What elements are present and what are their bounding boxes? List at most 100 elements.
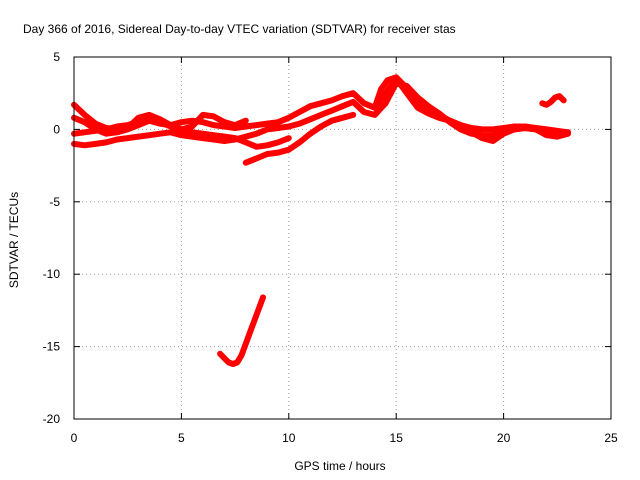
data-point [92,141,99,147]
data-point [146,112,152,118]
series-track-2 [71,80,571,149]
data-point [157,131,163,137]
data-point [318,100,324,106]
data-point [490,126,496,132]
data-point [458,122,464,128]
data-point [350,112,356,118]
x-tick-label: 20 [497,431,511,445]
data-point [286,115,292,121]
data-point [82,119,88,125]
data-point [211,113,217,119]
data-point [339,93,346,99]
data-point [372,112,378,118]
data-point [552,94,558,101]
data-point [522,125,528,131]
data-point [168,129,174,135]
series-track-6 [371,74,571,144]
data-point [286,147,292,153]
data-point [361,100,367,106]
y-tick-label: 0 [53,122,60,136]
y-tick-label: 5 [53,50,60,64]
series-layer [71,74,571,367]
data-point [548,99,554,105]
data-point [275,119,281,125]
data-point [286,123,292,130]
data-point [296,139,303,145]
plot-frame [73,56,612,420]
y-tick-label: -20 [43,412,61,426]
y-tick-label: -15 [43,340,61,354]
data-point [385,77,391,83]
data-point [329,108,335,114]
data-point [114,136,120,143]
data-point [103,139,109,145]
data-point [92,126,99,132]
data-point [410,94,416,101]
data-point [264,121,270,127]
data-point [318,123,324,130]
data-point [554,134,560,140]
data-point [232,135,238,141]
data-point [318,112,324,118]
data-point [243,341,249,347]
data-point [286,135,292,141]
data-point [178,132,184,138]
data-point [135,134,141,140]
data-point [146,118,152,124]
data-point [264,142,270,148]
data-point [275,150,281,156]
data-point [544,102,550,108]
series-track-4 [71,114,292,150]
data-point [382,100,389,106]
data-point [296,121,303,127]
data-point [561,97,567,103]
data-point [329,118,335,124]
data-point [556,93,563,99]
data-point [114,129,120,135]
data-point [428,109,434,115]
y-axis-label: SDTVAR / TECUs [7,192,21,288]
data-point [296,109,303,115]
data-point [146,132,152,138]
data-point [329,97,335,103]
x-axis-label: GPS time / hours [294,459,385,473]
data-point [447,118,453,124]
data-point [82,129,88,135]
data-point [221,355,227,361]
x-tick-label: 10 [282,431,296,445]
data-point [275,139,281,145]
data-point [168,123,174,130]
data-point [226,359,232,366]
data-point [125,126,131,132]
data-point [238,352,245,358]
data-point [135,115,141,121]
data-point [275,125,281,131]
data-point [378,86,384,92]
data-point [92,121,99,127]
data-point [468,129,474,135]
data-point [103,125,109,131]
y-tick-label: -5 [49,195,60,209]
data-point [544,132,550,138]
axis-layer: 0 5 10 15 20 25 5 0 -5 -10 -15 -20 [43,50,618,445]
data-point [393,74,399,80]
x-tick-label: 15 [390,431,404,445]
series-track-5 [242,111,357,166]
data-point [243,134,249,140]
data-point [103,131,109,137]
data-point [200,119,206,125]
data-point [490,138,496,144]
data-point [178,119,184,125]
data-point [339,103,346,109]
data-point [260,294,266,300]
data-point [501,131,507,137]
data-point [402,83,408,89]
data-point [232,122,238,128]
data-point [243,139,249,145]
data-point [251,317,257,324]
data-point [479,135,485,141]
data-point [243,118,249,124]
data-point [533,126,539,132]
data-point [157,119,163,125]
x-tick-label: 25 [604,431,618,445]
